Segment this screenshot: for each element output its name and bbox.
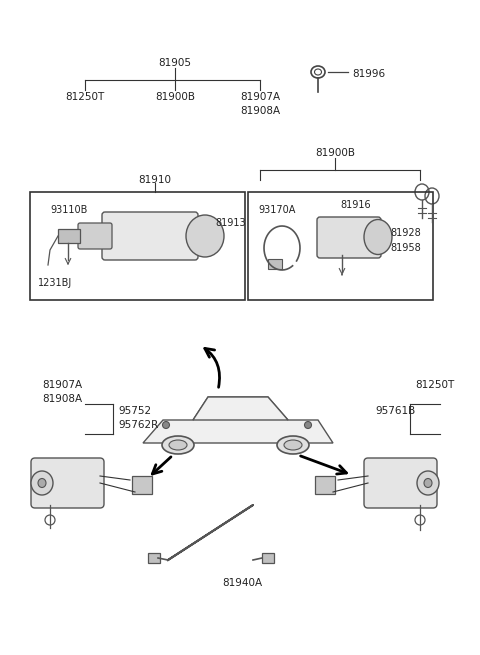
Text: 81907A: 81907A bbox=[42, 380, 82, 390]
FancyBboxPatch shape bbox=[78, 223, 112, 249]
Text: 81916: 81916 bbox=[340, 200, 371, 210]
Ellipse shape bbox=[424, 479, 432, 487]
Bar bbox=[248, 192, 433, 300]
Text: 81940A: 81940A bbox=[222, 578, 262, 588]
Text: 81908A: 81908A bbox=[42, 394, 82, 404]
Text: 81958: 81958 bbox=[390, 243, 421, 253]
Text: 81907A: 81907A bbox=[240, 92, 280, 102]
Ellipse shape bbox=[163, 422, 169, 428]
Ellipse shape bbox=[162, 436, 194, 454]
Text: 81250T: 81250T bbox=[415, 380, 454, 390]
Ellipse shape bbox=[169, 440, 187, 450]
Polygon shape bbox=[143, 397, 333, 443]
Bar bbox=[30, 192, 245, 300]
FancyBboxPatch shape bbox=[364, 458, 437, 508]
Text: 93170A: 93170A bbox=[258, 205, 295, 215]
Text: 81905: 81905 bbox=[158, 58, 192, 68]
Text: 95761B: 95761B bbox=[375, 406, 415, 416]
Text: 95752: 95752 bbox=[118, 406, 151, 416]
Ellipse shape bbox=[38, 479, 46, 487]
Text: 93110B: 93110B bbox=[50, 205, 87, 215]
Text: 95762R: 95762R bbox=[118, 420, 158, 430]
Bar bbox=[132, 476, 152, 494]
Text: 1231BJ: 1231BJ bbox=[38, 278, 72, 288]
Ellipse shape bbox=[277, 436, 309, 454]
Ellipse shape bbox=[304, 422, 312, 428]
Ellipse shape bbox=[284, 440, 302, 450]
Text: 81996: 81996 bbox=[352, 69, 385, 79]
FancyBboxPatch shape bbox=[317, 217, 381, 258]
FancyBboxPatch shape bbox=[102, 212, 198, 260]
Bar bbox=[268, 259, 282, 269]
Bar bbox=[58, 229, 80, 243]
Polygon shape bbox=[193, 397, 288, 420]
Ellipse shape bbox=[186, 215, 224, 257]
Text: 81913: 81913 bbox=[215, 218, 246, 228]
Bar bbox=[262, 553, 274, 563]
Text: 81250T: 81250T bbox=[65, 92, 105, 102]
Ellipse shape bbox=[417, 471, 439, 495]
Bar bbox=[148, 553, 160, 563]
Ellipse shape bbox=[364, 219, 392, 255]
Text: 81910: 81910 bbox=[139, 175, 171, 185]
FancyBboxPatch shape bbox=[31, 458, 104, 508]
Text: 81928: 81928 bbox=[390, 228, 421, 238]
Text: 81908A: 81908A bbox=[240, 106, 280, 116]
Bar bbox=[315, 476, 335, 494]
Ellipse shape bbox=[31, 471, 53, 495]
Text: 81900B: 81900B bbox=[315, 148, 355, 158]
Text: 81900B: 81900B bbox=[155, 92, 195, 102]
